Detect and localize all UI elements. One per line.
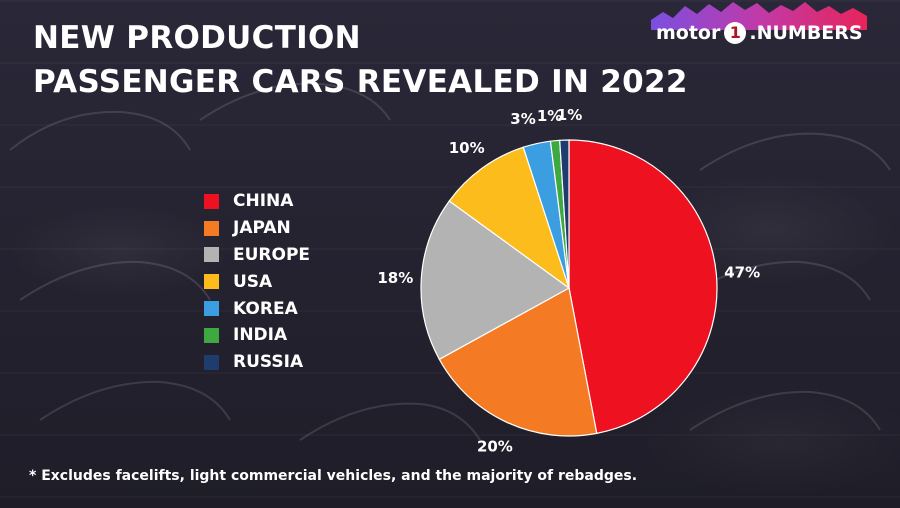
legend-label-russia: RUSSIA <box>233 352 304 373</box>
page-title: NEW PRODUCTION PASSENGER CARS REVEALED I… <box>33 16 688 104</box>
logo-one-badge: 1 <box>724 22 747 44</box>
legend-label-china: CHINA <box>233 191 294 212</box>
pie-slice-japan <box>438 287 598 437</box>
pie-label-usa: 10% <box>449 139 485 157</box>
pie-slice-russia <box>559 139 570 289</box>
legend-swatch-russia <box>204 354 219 370</box>
logo-text-numbers: .NUMBERS <box>749 22 863 44</box>
legend-item-korea: KOREA <box>204 295 310 322</box>
legend-swatch-china <box>204 193 219 209</box>
legend-swatch-korea <box>204 301 219 317</box>
legend-swatch-europe <box>204 247 219 263</box>
legend-item-europe: EUROPE <box>204 242 310 269</box>
pie-slice-usa <box>448 146 571 290</box>
motor1-numbers-logo: motor 1 .NUMBERS <box>651 0 867 48</box>
logo-wave-graphic <box>651 2 867 30</box>
legend-item-india: INDIA <box>204 322 310 349</box>
legend-label-korea: KOREA <box>233 298 298 319</box>
title-line-2: PASSENGER CARS REVEALED IN 2022 <box>33 64 688 100</box>
legend-swatch-india <box>204 327 219 343</box>
pie-label-korea: 3% <box>510 110 535 128</box>
pie-label-europe: 18% <box>377 269 413 287</box>
pie-label-india: 1% <box>537 107 562 125</box>
legend-item-usa: USA <box>204 268 310 295</box>
legend-label-japan: JAPAN <box>233 218 291 239</box>
footnote: * Excludes facelifts, light commercial v… <box>29 468 638 484</box>
chart-legend: CHINA JAPAN EUROPE USA KOREA INDIA RUSSIA <box>204 188 310 376</box>
pie-label-china: 47% <box>724 264 760 282</box>
title-line-1: NEW PRODUCTION <box>33 20 361 56</box>
pie-label-japan: 20% <box>477 437 513 455</box>
legend-label-india: INDIA <box>233 325 288 346</box>
legend-swatch-usa <box>204 274 219 290</box>
pie-slice-china <box>568 139 718 435</box>
legend-label-usa: USA <box>233 271 273 292</box>
legend-label-europe: EUROPE <box>233 244 311 265</box>
logo-text-motor: motor <box>656 22 721 44</box>
legend-item-russia: RUSSIA <box>204 349 310 376</box>
legend-item-china: CHINA <box>204 188 310 215</box>
logo-text: motor 1 .NUMBERS <box>651 22 867 44</box>
legend-item-japan: JAPAN <box>204 215 310 242</box>
legend-swatch-japan <box>204 220 219 236</box>
pie-slice-europe <box>420 200 571 361</box>
pie-label-russia: 1% <box>557 106 582 124</box>
